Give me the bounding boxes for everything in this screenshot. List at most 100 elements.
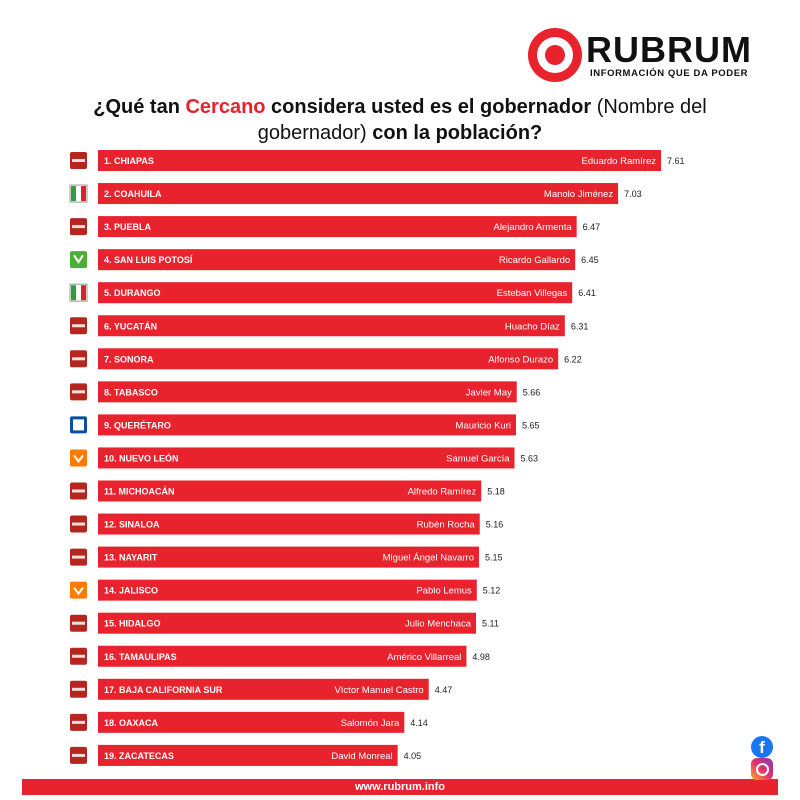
mc-logo-icon	[70, 581, 87, 599]
state-label: 14. JALISCO	[104, 586, 158, 596]
footer-url-bar[interactable]: www.rubrum.info	[22, 779, 778, 795]
governor-label: Huacho Díaz	[505, 321, 560, 332]
governor-label: Manolo Jiménez	[544, 189, 613, 200]
state-label: 19. ZACATECAS	[104, 751, 174, 761]
bar	[98, 513, 480, 535]
target-logo-icon	[528, 28, 582, 82]
governor-label: Rubén Rocha	[417, 520, 476, 531]
bar	[98, 744, 398, 766]
morena-logo-icon	[72, 720, 85, 724]
title-part-1: ¿Qué tan	[93, 96, 186, 118]
governor-label: Alfredo Ramírez	[408, 487, 477, 498]
state-label: 1. CHIAPAS	[104, 156, 154, 166]
state-label: 13. NAYARIT	[104, 553, 158, 563]
morena-logo-icon	[72, 621, 85, 625]
governor-label: Ricardo Gallardo	[499, 255, 570, 266]
morena-logo-icon	[72, 654, 85, 658]
state-label: 8. TABASCO	[104, 387, 158, 397]
state-label: 18. OAXACA	[104, 718, 159, 728]
state-label: 11. MICHOACÁN	[104, 487, 175, 497]
governor-label: Miguel Ángel Navarro	[383, 553, 474, 564]
facebook-icon[interactable]: f	[751, 736, 773, 758]
title-part-3: (Nombre del gobernador)	[257, 96, 707, 144]
governor-label: Alfonso Durazo	[488, 354, 553, 365]
morena-logo-icon	[72, 753, 85, 757]
rubrum-logo: RUBRUM INFORMACIÓN QUE DA PODER	[528, 26, 768, 86]
governor-label: Eduardo Ramírez	[582, 156, 657, 167]
state-label: 16. TAMAULIPAS	[104, 652, 177, 662]
governor-label: Víctor Manuel Castro	[334, 685, 423, 696]
value-label: 4.05	[404, 751, 422, 761]
value-label: 6.22	[564, 354, 582, 364]
pri-logo-icon	[71, 285, 76, 301]
verde-logo-icon	[73, 254, 84, 264]
value-label: 6.47	[583, 222, 601, 232]
pri-logo-icon	[81, 186, 86, 202]
state-label: 12. SINALOA	[104, 520, 160, 530]
value-label: 6.31	[571, 321, 589, 331]
governor-label: Samuel García	[446, 453, 510, 464]
morena-logo-icon	[72, 159, 85, 162]
governor-label: Javier May	[466, 387, 512, 398]
state-label: 7. SONORA	[104, 354, 154, 364]
governor-label: Julio Menchaca	[405, 619, 472, 630]
value-label: 6.41	[578, 288, 596, 298]
governor-label: Esteban Villegas	[497, 288, 568, 299]
brand-name: RUBRUM	[586, 29, 752, 70]
morena-logo-icon	[72, 357, 85, 361]
state-label: 5. DURANGO	[104, 288, 161, 298]
value-label: 5.11	[482, 619, 499, 629]
morena-logo-icon	[72, 390, 85, 394]
morena-logo-icon	[72, 555, 85, 559]
bar	[98, 150, 661, 171]
mc-logo-icon	[73, 587, 84, 596]
instagram-icon[interactable]	[751, 758, 773, 780]
value-label: 4.14	[410, 718, 428, 728]
mc-logo-icon	[70, 449, 87, 467]
morena-logo-icon	[72, 225, 85, 229]
governor-label: Américo Villarreal	[387, 652, 461, 663]
value-label: 5.63	[521, 453, 539, 463]
morena-logo-icon	[72, 522, 85, 526]
value-label: 5.66	[523, 387, 541, 397]
bar	[98, 348, 559, 370]
pan-logo-icon	[73, 419, 84, 431]
bar	[98, 183, 619, 205]
value-label: 5.16	[486, 520, 504, 530]
value-label: 5.15	[485, 553, 503, 563]
value-label: 4.98	[472, 652, 490, 662]
value-label: 4.47	[435, 685, 453, 695]
value-label: 5.12	[483, 586, 501, 596]
governor-label: Pablo Lemus	[416, 586, 472, 597]
bar	[98, 447, 515, 469]
verde-logo-icon	[70, 251, 87, 269]
value-label: 7.03	[624, 189, 642, 199]
title-part-4: con la población?	[366, 122, 543, 144]
state-label: 2. COAHUILA	[104, 189, 162, 199]
title-highlight: Cercano	[185, 96, 266, 118]
value-label: 5.18	[487, 487, 505, 497]
chart-title: ¿Qué tan Cercano considera usted es el g…	[40, 94, 760, 146]
title-part-2: considera usted es el gobernador	[265, 96, 597, 118]
state-label: 3. PUEBLA	[104, 222, 152, 232]
bar	[98, 645, 467, 667]
state-label: 6. YUCATÁN	[104, 321, 157, 331]
bar	[98, 216, 577, 238]
state-label: 10. NUEVO LEÓN	[104, 452, 179, 463]
bar	[98, 678, 429, 700]
value-label: 5.65	[522, 420, 540, 430]
bar	[98, 579, 477, 601]
state-label: 15. HIDALGO	[104, 619, 161, 629]
bar	[98, 249, 576, 271]
bar	[98, 381, 517, 403]
state-label: 9. QUERÉTARO	[104, 420, 171, 430]
bar	[98, 711, 405, 733]
bar	[98, 282, 573, 304]
state-label: 17. BAJA CALIFORNIA SUR	[104, 685, 223, 695]
bar	[98, 480, 482, 502]
pri-logo-icon	[81, 285, 86, 301]
value-label: 6.45	[581, 255, 599, 265]
governor-label: David Monreal	[331, 751, 392, 762]
morena-logo-icon	[72, 324, 85, 328]
